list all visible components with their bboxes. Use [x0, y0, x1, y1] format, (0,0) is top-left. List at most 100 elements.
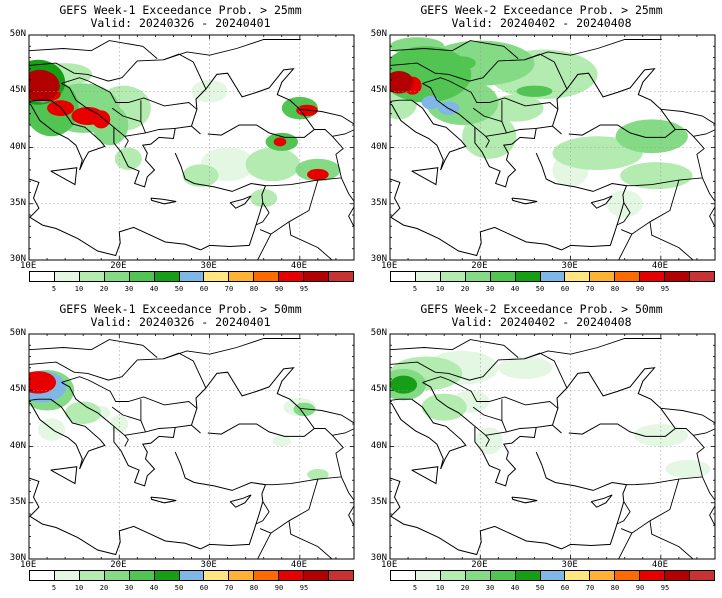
colorbar-swatch: [540, 571, 566, 580]
country-border: [390, 339, 519, 358]
colorbar-swatch: [440, 272, 466, 281]
precip-area: [421, 95, 440, 110]
colorbar-tick-label: 60: [560, 584, 570, 592]
colorbar-swatch: [229, 272, 255, 281]
country-border: [472, 107, 503, 123]
colorbar-swatch: [204, 571, 230, 580]
coastline: [229, 195, 252, 209]
colorbar-swatch: [254, 272, 280, 281]
colorbar-swatch: [615, 272, 641, 281]
lon-label: 40E: [290, 560, 308, 570]
precip-area: [421, 393, 467, 421]
lon-label: 30E: [561, 560, 578, 570]
country-border: [626, 428, 705, 486]
country-border: [616, 501, 631, 525]
lon-label: 30E: [561, 261, 578, 271]
precip-area: [245, 147, 300, 182]
country-border: [422, 77, 559, 110]
country-border: [113, 425, 129, 447]
country-border: [257, 233, 272, 260]
coastline: [590, 195, 613, 209]
colorbar-tick-label: 90: [274, 584, 284, 592]
colorbar-tick-label: 50: [535, 584, 545, 592]
lat-label: 35N: [370, 496, 387, 507]
coastline: [422, 82, 562, 188]
precip-area: [665, 460, 711, 478]
lon-label: 30E: [200, 560, 217, 570]
coastline: [29, 178, 201, 257]
country-border: [616, 202, 631, 226]
coastline: [552, 68, 676, 138]
coastline: [50, 466, 78, 485]
map-panel-week2-50mm: GEFS Week-2 Exceedance Prob. > 50mm Vali…: [361, 299, 722, 598]
colorbar-tick-label: 40: [510, 584, 520, 592]
colorbar-swatch: [179, 272, 205, 281]
colorbar-swatch: [540, 272, 566, 281]
colorbar-swatch: [129, 571, 155, 580]
country-border: [255, 501, 270, 525]
colorbar-tick-label: 30: [124, 285, 134, 293]
coastline: [390, 178, 562, 257]
country-border: [61, 376, 198, 409]
panel-valid-dates: Valid: 20240326 - 20240401: [90, 16, 271, 30]
colorbar-swatch: [490, 272, 516, 281]
colorbar-tick-label: 80: [249, 285, 259, 293]
coastline: [29, 398, 106, 470]
country-border: [390, 99, 412, 102]
colorbar-tick-label: 90: [635, 584, 645, 592]
country-border: [332, 129, 354, 137]
country-border: [390, 40, 519, 59]
colorbar-swatch: [640, 272, 666, 281]
colorbar-swatch: [204, 272, 230, 281]
colorbar-tick-label: 10: [74, 584, 84, 592]
country-border: [390, 53, 568, 90]
lat-label: 50N: [9, 328, 26, 338]
colorbar-swatch: [30, 272, 55, 281]
coastline: [590, 494, 613, 508]
precip-area: [620, 162, 693, 190]
country-border: [701, 177, 715, 228]
colorbar-tick-label: 5: [412, 285, 418, 293]
country-border: [113, 126, 129, 148]
colorbar-tick-label: 95: [299, 285, 309, 293]
map-plot: [28, 34, 355, 261]
colorbar-swatch: [179, 571, 205, 580]
coastline: [150, 197, 177, 205]
precip-area: [448, 56, 476, 70]
lat-label: 45N: [370, 85, 387, 96]
country-border: [299, 108, 354, 125]
lat-label: 40N: [370, 141, 387, 152]
colorbar-tick-label: 20: [99, 584, 109, 592]
lat-label: 35N: [9, 496, 26, 507]
colorbar-swatch: [104, 571, 130, 580]
colorbar-swatch: [665, 571, 691, 580]
colorbar-tick-label: 30: [124, 584, 134, 592]
country-border: [501, 399, 507, 433]
precip-area: [272, 435, 291, 447]
lat-label: 40N: [370, 440, 387, 451]
colorbar-swatch: [415, 571, 441, 580]
colorbar-swatch: [154, 571, 180, 580]
lon-label: 20E: [110, 560, 127, 570]
lon-label: 40E: [651, 560, 669, 570]
country-border: [472, 406, 503, 422]
colorbar-tick-label: 90: [274, 285, 284, 293]
country-border: [29, 53, 207, 90]
precip-area: [475, 427, 503, 455]
colorbar-tick-label: 5: [51, 285, 57, 293]
coastline: [535, 451, 628, 550]
colorbar-tick-label: 95: [660, 285, 670, 293]
map-plot: [28, 333, 355, 560]
country-border: [390, 398, 412, 401]
coastline: [150, 496, 177, 504]
panel-title: GEFS Week-2 Exceedance Prob. > 50mm: [420, 302, 663, 316]
country-border: [626, 129, 705, 187]
colorbar-tick-label: 60: [560, 285, 570, 293]
lon-label: 20E: [471, 560, 488, 570]
colorbar-swatch: [515, 272, 541, 281]
lat-label: 30N: [9, 553, 26, 563]
colorbar-swatch: [79, 272, 105, 281]
colorbar-tick-label: 70: [585, 285, 595, 293]
lat-label: 30N: [370, 553, 387, 563]
precip-area: [273, 137, 287, 147]
